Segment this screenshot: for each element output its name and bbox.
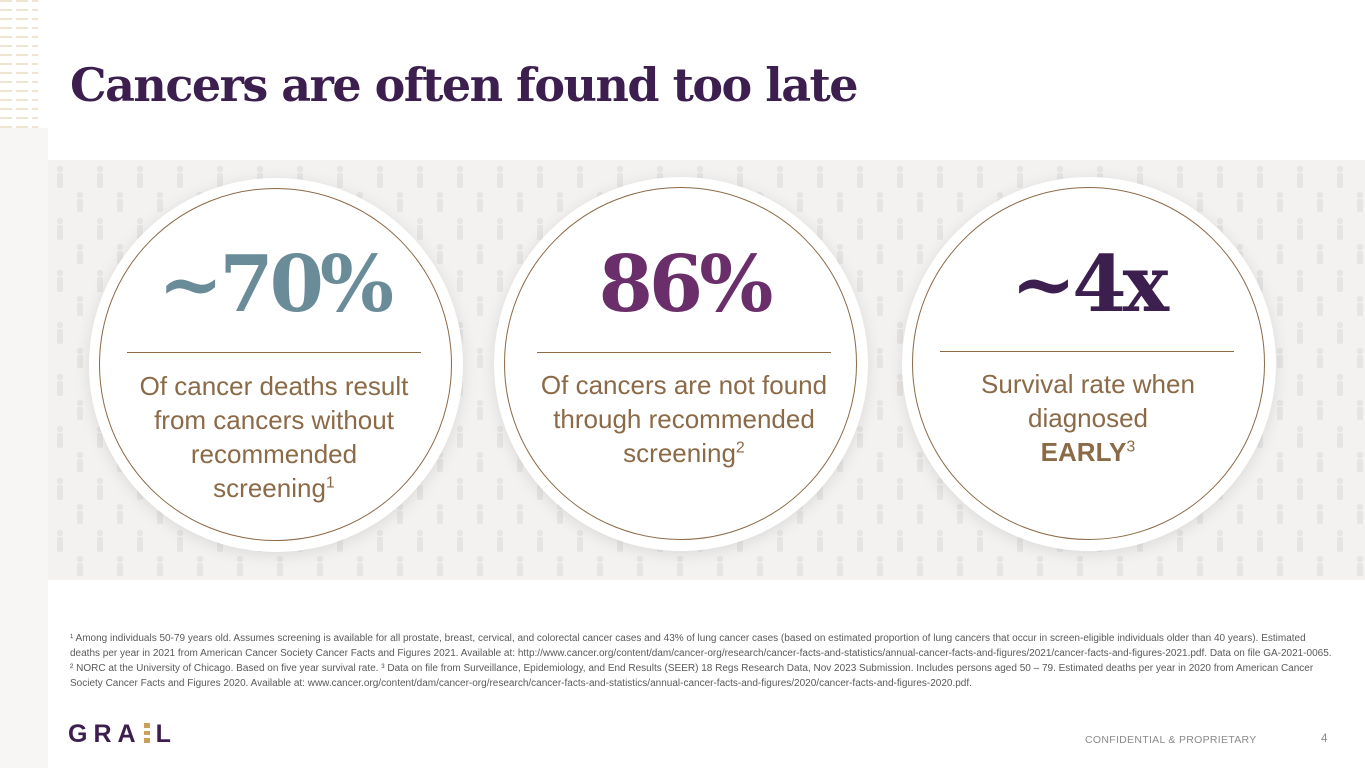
stat-circle-2-ring [504, 187, 857, 540]
stat-circle-3-ring [912, 187, 1265, 540]
stat-description-3-line-2: diagnosed [1028, 403, 1148, 433]
left-margin-panel [0, 128, 48, 768]
stat-circle-3 [902, 177, 1276, 551]
stat-description-1-line-1: Of cancer deaths result [139, 371, 409, 401]
footnote-ref-3: 3 [1126, 438, 1136, 456]
stat-circle-1-ring [99, 188, 452, 541]
grail-logo-right: L [155, 720, 177, 748]
stat-description-1-line-2: from cancers without [154, 405, 394, 435]
slide-title: Cancers are often found too late [70, 58, 859, 112]
confidential-label: CONFIDENTIAL & PROPRIETARY [1085, 734, 1257, 746]
footnote-ref-1: 1 [325, 474, 335, 492]
stat-divider-2 [537, 352, 831, 353]
stat-description-3-line-1: Survival rate when [981, 369, 1195, 399]
stat-description-1-line-3: recommended [190, 439, 358, 469]
page-number: 4 [1321, 733, 1328, 745]
grail-logo-i-mark [143, 723, 150, 743]
stat-description-2-last: screening [623, 438, 736, 468]
stat-divider-1 [127, 352, 421, 353]
stat-circle-1 [89, 178, 463, 552]
stat-description-1-last: screening [213, 473, 326, 503]
stat-description-3-early: EARLY [1040, 437, 1127, 467]
footnote-ref-2: 2 [735, 439, 745, 457]
stat-divider-3 [940, 351, 1234, 352]
stat-value-2: 86% [598, 239, 774, 330]
stat-description-2-line-2: through recommended [553, 404, 815, 434]
stat-circle-2 [494, 177, 868, 551]
stat-description-3: Survival rate when diagnosed EARLY3 [910, 367, 1266, 469]
stat-description-2-line-1: Of cancers are not found [540, 370, 828, 400]
stat-value-1: ~70% [157, 239, 394, 330]
stat-description-1: Of cancer deaths result from cancers wit… [96, 369, 452, 505]
grail-logo: GRA L [68, 720, 177, 749]
stat-value-3: ~4x [1010, 239, 1169, 330]
grail-logo-left: GRA [68, 720, 142, 748]
footnote-text: ¹ Among individuals 50-79 years old. Ass… [70, 633, 1332, 689]
stat-description-2: Of cancers are not found through recomme… [506, 368, 862, 470]
